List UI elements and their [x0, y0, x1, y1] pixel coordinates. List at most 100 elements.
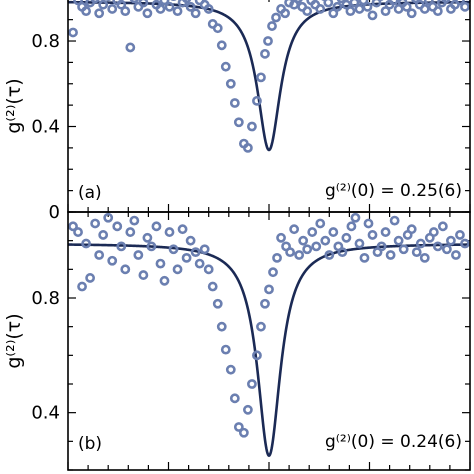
- data-point-b: [233, 422, 244, 432]
- data-point-b: [177, 224, 188, 235]
- data-point-b: [247, 379, 257, 389]
- data-point-a: [256, 72, 266, 83]
- data-point-b: [181, 252, 192, 263]
- data-point-a: [172, 6, 183, 17]
- data-point-b: [380, 227, 391, 237]
- data-point-b: [77, 281, 87, 292]
- data-point-a: [107, 4, 118, 14]
- data-point-a: [401, 1, 412, 12]
- data-point-b: [256, 321, 266, 332]
- data-point-a: [388, 0, 399, 6]
- data-point-b: [264, 284, 274, 295]
- data-point-b: [315, 218, 326, 229]
- data-point-b: [242, 404, 253, 415]
- data-point-a: [371, 0, 382, 8]
- data-point-b: [268, 267, 278, 278]
- g2-zero-annotation-a: g⁽²⁾(0) = 0.25(6): [325, 181, 462, 201]
- data-point-a: [125, 42, 136, 53]
- data-point-b: [311, 241, 322, 252]
- data-point-b: [419, 252, 430, 263]
- panel-a: (a) g⁽²⁾(0) = 0.25(6) g⁽²⁾(τ) 0 0.4 0.8: [3, 0, 471, 223]
- data-point-b: [212, 298, 223, 309]
- data-point-b: [229, 393, 240, 404]
- data-point-b: [107, 255, 118, 266]
- data-point-a: [233, 117, 244, 128]
- data-point-b: [328, 227, 339, 237]
- data-point-a: [68, 27, 78, 38]
- data-point-b: [190, 247, 201, 258]
- data-point-b: [354, 238, 365, 249]
- y-tick-label-a: 0: [49, 202, 60, 223]
- data-point-a: [441, 0, 451, 4]
- fit-curve-b: [68, 243, 470, 458]
- data-point-b: [73, 227, 83, 237]
- data-point-a: [293, 0, 303, 4]
- data-point-a: [349, 0, 360, 8]
- data-point-a: [419, 4, 430, 14]
- data-point-b: [441, 244, 452, 255]
- data-point-b: [238, 427, 249, 438]
- data-point-b: [120, 264, 131, 275]
- data-point-a: [302, 6, 313, 17]
- panel-label-b: (b): [78, 434, 102, 454]
- data-point-a: [185, 1, 196, 12]
- data-point-a: [182, 0, 192, 4]
- data-point-b: [363, 218, 374, 229]
- data-point-b: [90, 218, 101, 229]
- data-point-a: [129, 0, 139, 4]
- data-point-a: [271, 12, 281, 23]
- data-point-b: [194, 258, 205, 269]
- data-point-b: [252, 350, 262, 361]
- data-point-b: [272, 252, 282, 263]
- data-point-b: [142, 232, 153, 243]
- data-point-b: [203, 264, 214, 275]
- plot-frame-b: [67, 211, 471, 471]
- data-point-b: [350, 212, 361, 223]
- data-point-b: [225, 364, 236, 375]
- data-point-b: [159, 275, 170, 286]
- data-point-b: [112, 221, 123, 232]
- data-point-b: [411, 247, 422, 258]
- data-point-b: [398, 244, 409, 255]
- data-point-a: [252, 95, 262, 106]
- data-point-b: [125, 227, 136, 237]
- data-point-b: [146, 241, 157, 252]
- data-point-a: [406, 8, 417, 19]
- y-tick-labels-b: 0.4 0.8: [31, 288, 60, 424]
- data-point-a: [159, 0, 170, 6]
- data-point-b: [289, 224, 300, 235]
- data-point-a: [242, 142, 253, 153]
- data-point-a: [267, 21, 277, 31]
- data-point-a: [81, 6, 91, 17]
- data-point-a: [336, 0, 346, 4]
- data-point-a: [212, 23, 223, 34]
- data-point-a: [332, 1, 343, 12]
- data-point-b: [68, 221, 78, 232]
- data-point-a: [247, 121, 257, 132]
- data-point-a: [225, 78, 236, 89]
- data-point-b: [432, 241, 443, 252]
- data-point-a: [362, 1, 373, 12]
- data-points-a: [68, 0, 470, 153]
- data-point-b: [207, 281, 218, 292]
- data-point-a: [358, 0, 369, 6]
- data-point-a: [220, 61, 231, 72]
- data-point-a: [98, 0, 109, 10]
- data-point-b: [81, 238, 91, 249]
- g2-zero-annotation-b: g⁽²⁾(0) = 0.24(6): [325, 432, 462, 452]
- data-point-b: [389, 215, 400, 226]
- data-point-b: [94, 250, 105, 260]
- data-point-a: [260, 48, 270, 59]
- panel-b: (b) g⁽²⁾(0) = 0.24(6) g⁽²⁾(τ) 0.4 0.8: [3, 211, 471, 471]
- y-axis-label-a: g⁽²⁾(τ): [3, 78, 25, 133]
- data-point-b: [324, 250, 335, 260]
- data-point-b: [428, 227, 439, 237]
- data-point-b: [185, 235, 196, 246]
- data-point-b: [455, 230, 465, 240]
- data-point-a: [460, 1, 470, 12]
- data-point-b: [155, 258, 166, 269]
- data-point-b: [446, 235, 456, 246]
- data-point-a: [190, 8, 201, 19]
- data-point-b: [415, 238, 426, 249]
